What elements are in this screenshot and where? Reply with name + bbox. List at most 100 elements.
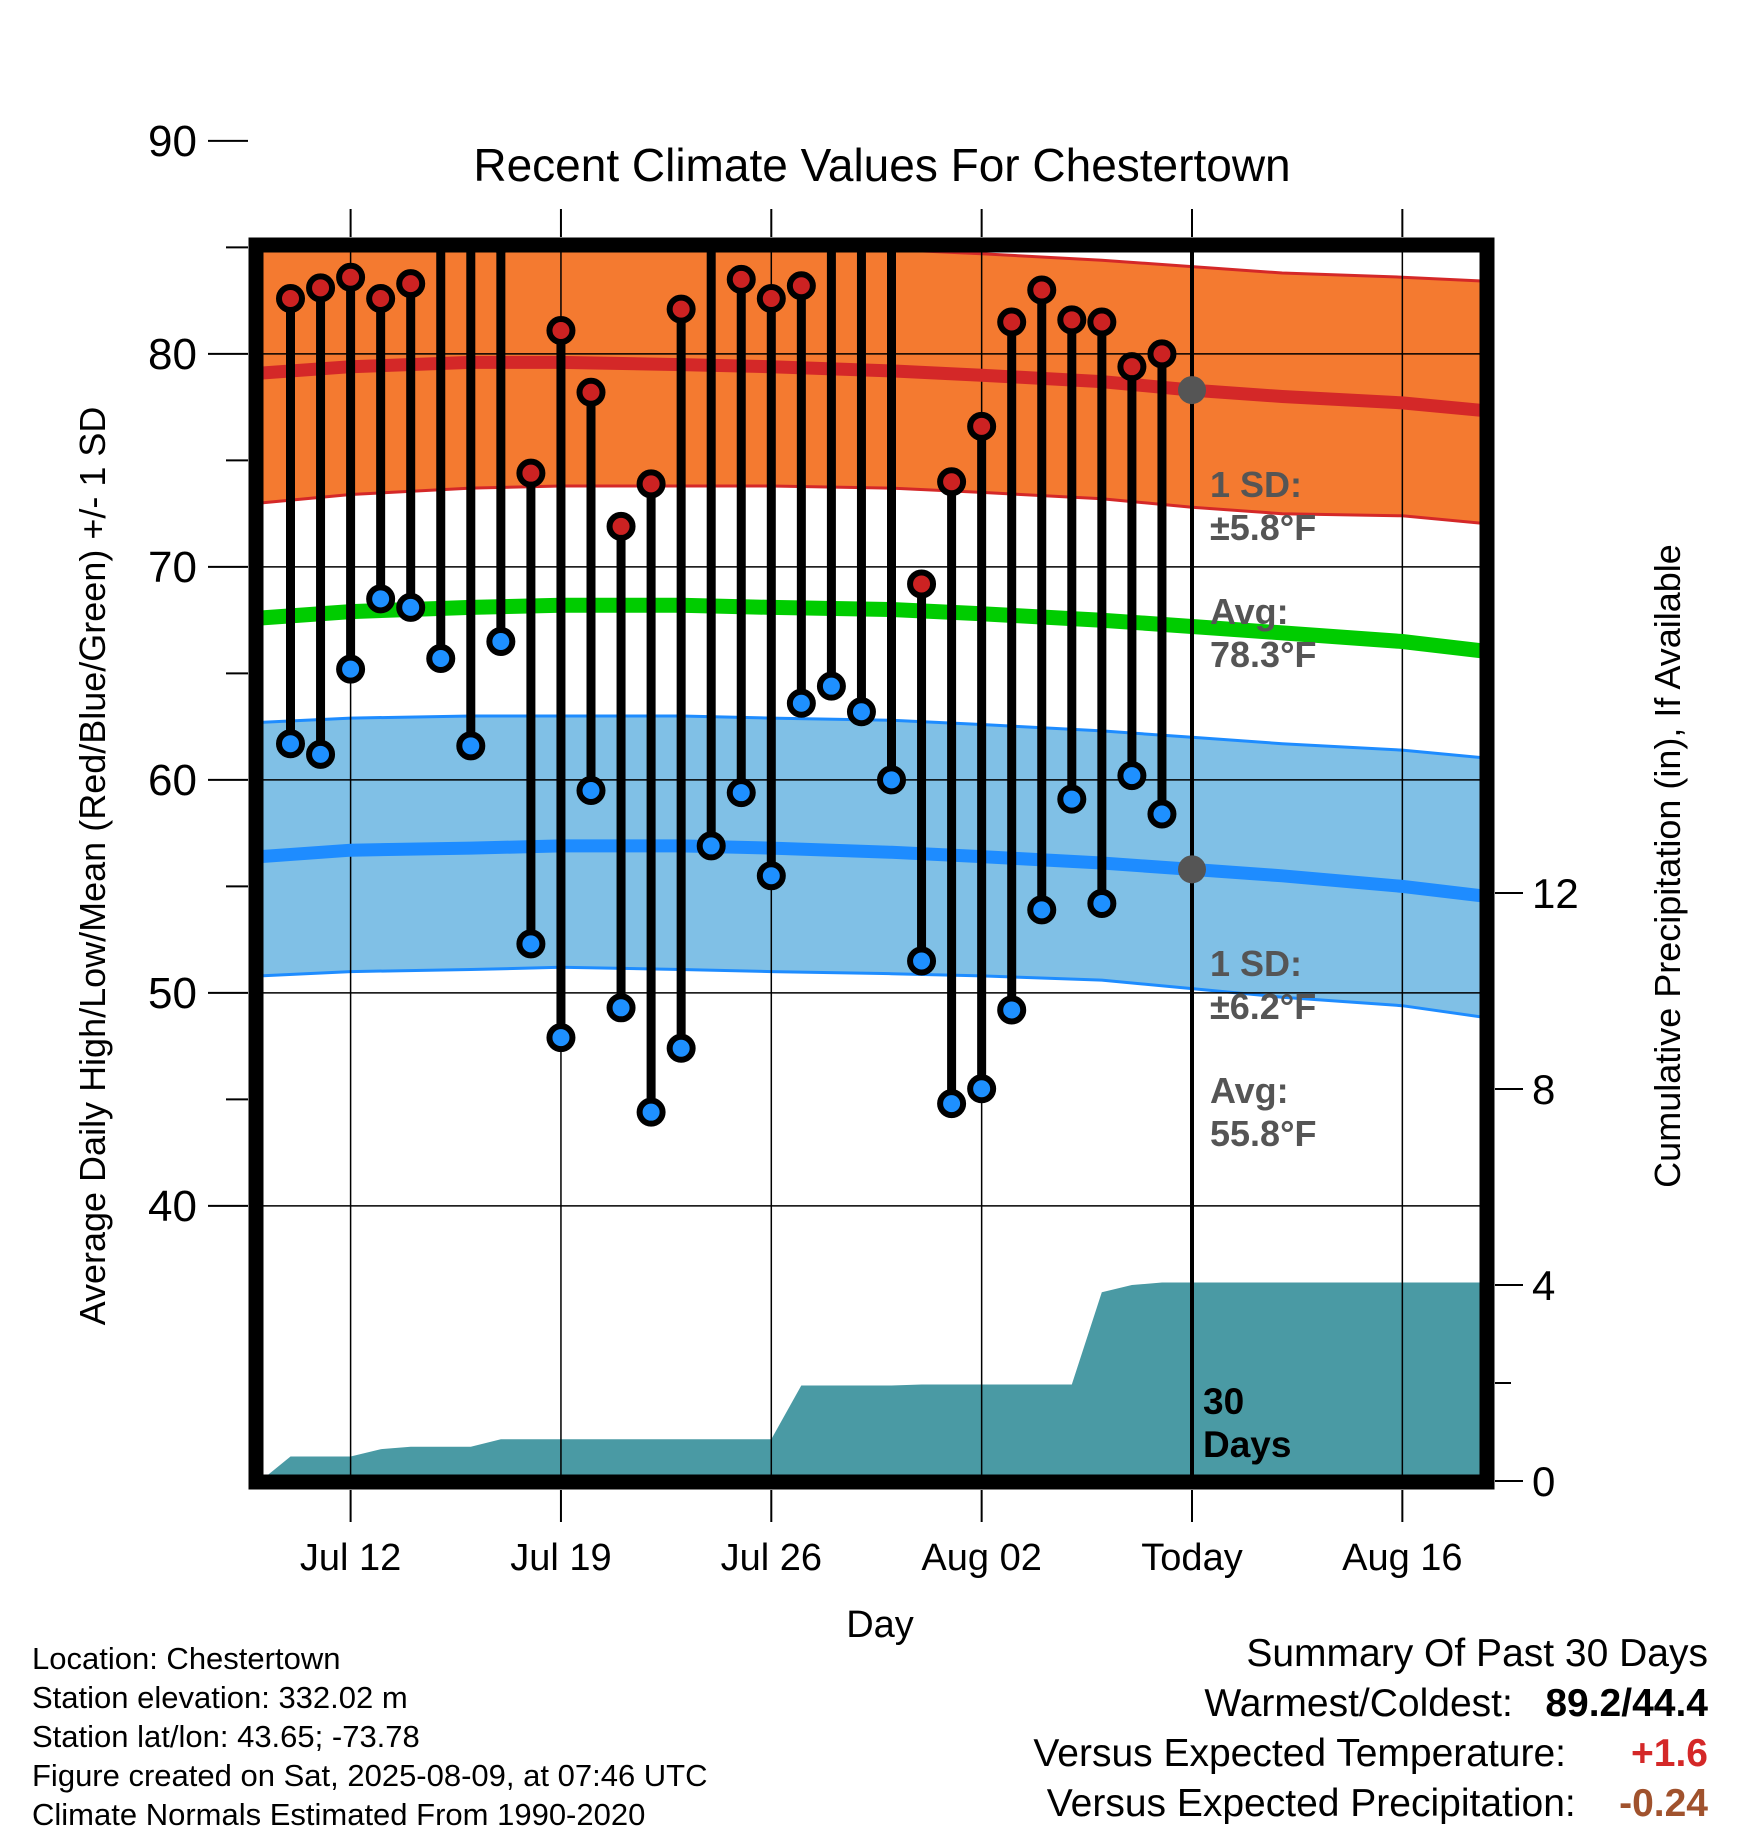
summary-temp-label: Versus Expected Temperature: xyxy=(1033,1732,1566,1775)
info-normals: Climate Normals Estimated From 1990-2020 xyxy=(32,1797,646,1832)
low-sd-band xyxy=(260,716,1487,1018)
high-sd-value: ±5.8°F xyxy=(1210,507,1316,548)
high-avg-label: Avg: xyxy=(1210,591,1289,632)
summary-warmest-label: Warmest/Coldest: xyxy=(1204,1682,1513,1725)
precip-cumulative-area xyxy=(260,1282,1487,1481)
low-avg-value: 55.8°F xyxy=(1210,1113,1316,1154)
low-point xyxy=(666,1033,696,1063)
x-tick-label: Aug 02 xyxy=(921,1537,1041,1579)
high-point xyxy=(1057,305,1087,335)
low-point xyxy=(486,626,516,656)
high-point xyxy=(1087,307,1117,337)
low-point xyxy=(1117,761,1147,791)
low-sd-lower-line xyxy=(260,965,1487,1020)
info-location: Location: Chestertown xyxy=(32,1641,341,1676)
low-point xyxy=(877,765,906,795)
x-axis-label: Day xyxy=(846,1604,914,1646)
days-label-word: Days xyxy=(1203,1424,1291,1465)
high-point xyxy=(396,269,426,299)
high-point xyxy=(606,511,636,541)
x-tick-label: Today xyxy=(1141,1537,1242,1579)
low-avg-line xyxy=(259,839,1487,903)
low-point xyxy=(756,861,786,891)
low-point xyxy=(786,688,816,718)
high-point xyxy=(1117,352,1147,382)
high-point xyxy=(336,262,366,292)
summary-precip-label: Versus Expected Precipitation: xyxy=(1046,1782,1576,1825)
high-point xyxy=(546,315,576,345)
low-point xyxy=(636,1097,666,1127)
low-point xyxy=(546,1023,576,1053)
y2-axis-label: Cumulative Precipitation (in), If Availa… xyxy=(1647,544,1688,1188)
low-point xyxy=(846,697,876,727)
low-point xyxy=(1087,888,1117,918)
x-tick-label: Aug 16 xyxy=(1342,1537,1462,1579)
low-point xyxy=(366,584,396,614)
high-avg-value: 78.3°F xyxy=(1210,634,1316,675)
info-latlon: Station lat/lon: 43.65; -73.78 xyxy=(32,1719,420,1754)
high-point xyxy=(516,458,546,488)
low-point xyxy=(907,946,937,976)
x-tick-label: Jul 26 xyxy=(721,1537,822,1579)
high-point xyxy=(1027,275,1057,305)
low-sd-value: ±6.2°F xyxy=(1210,986,1316,1027)
summary-precip-value: -0.24 xyxy=(1619,1782,1708,1825)
high-point xyxy=(726,264,756,294)
low-point xyxy=(696,831,726,861)
low-point xyxy=(336,654,366,684)
low-point xyxy=(1027,895,1057,925)
high-sd-label: 1 SD: xyxy=(1210,464,1302,505)
low-sd-label: 1 SD: xyxy=(1210,943,1302,984)
low-point xyxy=(1057,784,1087,814)
summary-temp-value: +1.6 xyxy=(1631,1732,1708,1775)
low-point xyxy=(426,643,456,673)
low-point xyxy=(396,592,426,622)
high-point xyxy=(666,294,696,324)
high-point xyxy=(967,411,997,441)
high-avg-marker xyxy=(1178,376,1206,405)
low-point xyxy=(306,739,336,769)
y-tick-label: 50 xyxy=(148,969,197,1018)
info-created: Figure created on Sat, 2025-08-09, at 07… xyxy=(32,1758,708,1793)
y2-tick-label: 0 xyxy=(1532,1458,1555,1505)
y-tick-label: 90 xyxy=(148,117,197,166)
high-point xyxy=(756,284,786,314)
high-point xyxy=(306,273,336,303)
y-tick-label: 80 xyxy=(148,330,197,379)
summary-warmest: Warmest/Coldest: 89.2/44.4 xyxy=(1204,1684,1708,1723)
x-tick-label: Jul 19 xyxy=(510,1537,611,1579)
high-point xyxy=(786,271,816,301)
days-label-number: 30 xyxy=(1203,1381,1244,1422)
y2-tick-label: 4 xyxy=(1532,1262,1555,1309)
summary-temp: Versus Expected Temperature: +1.6 xyxy=(1033,1734,1708,1773)
chart-title: Recent Climate Values For Chestertown xyxy=(473,139,1290,191)
y2-tick-label: 12 xyxy=(1532,870,1579,917)
high-point xyxy=(907,569,937,599)
summary-warmest-value: 89.2/44.4 xyxy=(1545,1682,1708,1725)
y-tick-label: 70 xyxy=(148,543,197,592)
low-point xyxy=(937,1089,967,1119)
y-axis-label: Average Daily High/Low/Mean (Red/Blue/Gr… xyxy=(72,407,113,1326)
low-point xyxy=(516,929,546,959)
high-point xyxy=(576,377,606,407)
y2-tick-label: 8 xyxy=(1532,1066,1555,1113)
high-point xyxy=(636,469,666,499)
high-point xyxy=(937,467,967,497)
low-avg-label: Avg: xyxy=(1210,1070,1289,1111)
low-avg-marker xyxy=(1178,855,1206,884)
summary-title: Summary Of Past 30 Days xyxy=(1246,1632,1708,1675)
y-tick-label: 40 xyxy=(148,1182,197,1231)
high-point xyxy=(1147,339,1177,369)
high-point xyxy=(997,307,1027,337)
summary-precip: Versus Expected Precipitation: -0.24 xyxy=(1047,1784,1708,1823)
low-point xyxy=(1147,799,1177,829)
low-point xyxy=(726,778,756,808)
low-point xyxy=(606,993,636,1023)
x-tick-label: Jul 12 xyxy=(300,1537,401,1579)
low-point xyxy=(456,731,486,761)
low-point xyxy=(967,1074,997,1104)
low-point xyxy=(997,995,1027,1025)
y-tick-label: 60 xyxy=(148,756,197,805)
